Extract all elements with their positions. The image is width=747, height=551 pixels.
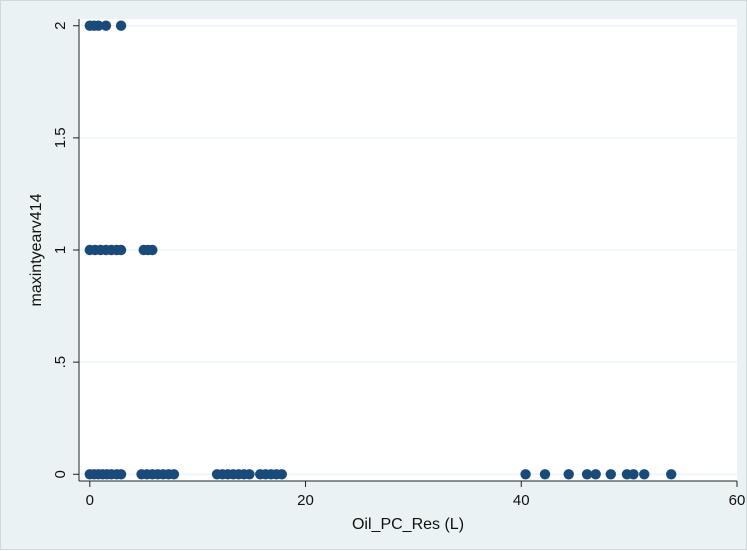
scatter-point — [628, 469, 639, 480]
scatter-point — [581, 469, 593, 480]
scatter-point — [539, 469, 551, 480]
x-tick-label: 40 — [513, 492, 530, 509]
scatter-point — [639, 469, 650, 480]
x-axis-title: Oil_PC_Res (L) — [352, 516, 464, 533]
scatter-point — [100, 20, 112, 31]
y-axis-ticks: 0 .5 1 1.5 2 — [52, 22, 79, 478]
x-tick-label: 20 — [297, 492, 314, 509]
scatter-point — [115, 244, 127, 256]
scatter-point — [276, 469, 287, 480]
scatter-point — [93, 20, 104, 31]
scatter-point — [520, 469, 531, 480]
scatter-point — [147, 244, 158, 256]
scatter-point — [563, 469, 574, 480]
y-tick-label: .5 — [52, 356, 69, 369]
y-tick-label: 1 — [52, 246, 69, 254]
x-axis-ticks: 0 20 40 60 — [86, 481, 746, 509]
scatter-point — [666, 469, 677, 480]
scatter-point — [115, 469, 127, 480]
scatter-point — [605, 469, 616, 480]
data-points — [84, 20, 677, 480]
scatter-point — [590, 469, 601, 480]
x-tick-label: 0 — [86, 492, 94, 509]
scatter-point — [168, 469, 180, 480]
scatter-point — [115, 20, 127, 31]
x-tick-label: 60 — [729, 492, 746, 509]
scatter-point — [244, 469, 255, 480]
y-tick-label: 1.5 — [52, 127, 69, 148]
y-tick-label: 2 — [52, 22, 69, 30]
y-axis-title: maxintyearv414 — [28, 193, 45, 306]
y-tick-label: 0 — [52, 470, 69, 478]
